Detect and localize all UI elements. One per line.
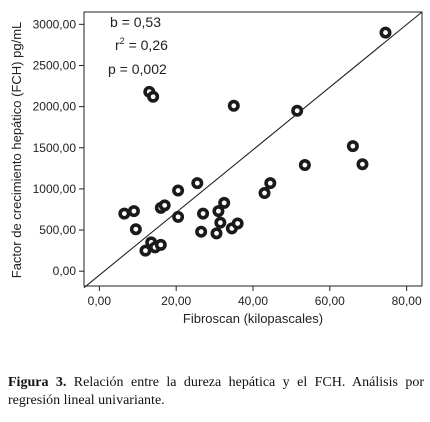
x-axis: 0,00 20,00 40,00 60,00 80,00 — [88, 286, 422, 308]
y-axis-title: Factor de crecimiento hepático (FCH) pg/… — [9, 22, 24, 278]
y-tick-label: 0,00 — [53, 264, 77, 278]
annotation-b: b = 0,53 — [110, 14, 161, 30]
scatter-chart: 0,00 500,00 1000,00 1500,00 2000,00 2500,00 30… — [9, 11, 423, 326]
data-point — [139, 244, 152, 257]
data-point — [210, 227, 223, 240]
y-tick-label: 1000,00 — [33, 182, 77, 196]
data-point — [129, 223, 142, 236]
data-point — [197, 207, 210, 220]
y-tick-label: 1500,00 — [33, 141, 77, 155]
data-point — [118, 207, 131, 220]
y-tick-label: 2000,00 — [33, 100, 77, 114]
data-point — [231, 217, 244, 230]
caption-label: Figura 3. — [8, 375, 67, 390]
data-point — [356, 158, 369, 171]
data-point — [298, 159, 311, 172]
data-point — [346, 140, 359, 153]
data-point — [227, 99, 240, 112]
data-point — [158, 199, 171, 212]
x-tick-label: 40,00 — [238, 294, 268, 308]
data-point — [172, 184, 185, 197]
y-tick-label: 500,00 — [39, 223, 76, 237]
data-point — [127, 205, 140, 218]
data-point — [218, 196, 231, 209]
y-tick-label: 2500,00 — [33, 58, 77, 72]
caption-text: Relación entre la dureza hepática y el F… — [8, 375, 424, 408]
data-point — [172, 210, 185, 223]
data-point — [258, 187, 271, 200]
data-point — [195, 225, 208, 238]
data-point — [264, 177, 277, 190]
data-point — [147, 90, 160, 103]
data-point — [379, 26, 392, 39]
x-tick-label: 20,00 — [161, 294, 191, 308]
annotation-r2: r2 = 0,26 — [115, 36, 168, 53]
data-point — [212, 205, 225, 218]
regression-line — [83, 11, 423, 289]
data-point — [291, 104, 304, 117]
data-point — [214, 216, 227, 229]
y-tick-label: 3000,00 — [33, 17, 77, 31]
y-axis: 0,00 500,00 1000,00 1500,00 2000,00 2500,00 30… — [33, 17, 84, 278]
x-tick-label: 0,00 — [88, 294, 112, 308]
x-tick-label: 80,00 — [392, 294, 422, 308]
data-point — [154, 238, 167, 251]
x-axis-title: Fibroscan (kilopascales) — [183, 311, 323, 326]
data-points — [118, 26, 392, 257]
figure-caption: Figura 3. Relación entre la dureza hepát… — [8, 374, 424, 410]
x-tick-label: 60,00 — [315, 294, 345, 308]
data-point — [191, 177, 204, 190]
annotation-p: p = 0,002 — [108, 61, 167, 77]
